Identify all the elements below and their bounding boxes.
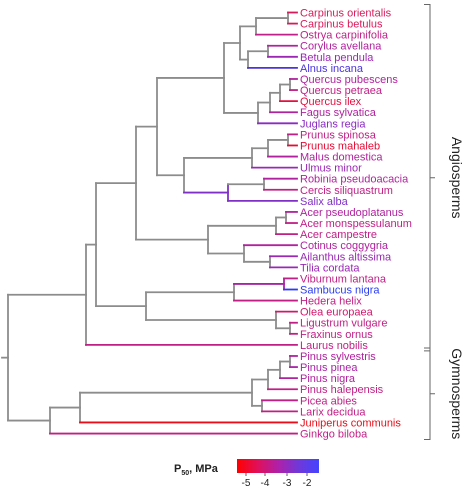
leaf-label: Fraxinus ornus <box>300 329 373 341</box>
clade-label: Gymnosperms <box>449 348 465 439</box>
leaf-label: Quercus petraea <box>300 85 383 97</box>
legend-title: P50, MPa <box>174 463 219 477</box>
leaf-label: Fagus sylvatica <box>300 107 377 119</box>
leaf-label: Carpinus orientalis <box>300 8 392 20</box>
leaf-label: Quercus pubescens <box>300 74 398 86</box>
leaf-label: Alnus incana <box>300 63 364 75</box>
leaf-label: Ulmus minor <box>300 163 362 175</box>
leaf-label: Pinus halepensis <box>300 384 384 396</box>
leaf-label: Betula pendula <box>300 52 374 64</box>
leaf-label: Juglans regia <box>300 118 366 130</box>
leaf-label: Prunus spinosa <box>300 129 377 141</box>
p50-legend: P50, MPa -5 -4 -3 -2 <box>174 459 319 489</box>
leaf-label: Ostrya carpinifolia <box>300 30 389 42</box>
leaf-label: Tilia cordata <box>300 262 360 274</box>
legend-colorbar <box>237 459 319 473</box>
leaf-label: Acer campestre <box>300 229 377 241</box>
leaf-label: Laurus nobilis <box>300 340 368 352</box>
leaf-label: Acer pseudoplatanus <box>300 207 404 219</box>
leaf-label: Malus domestica <box>300 152 383 164</box>
leaf-label: Larix decidua <box>300 406 366 418</box>
leaf-label: Robinia pseudoacacia <box>300 174 409 186</box>
leaf-label: Ginkgo biloba <box>300 429 368 441</box>
leaf-label: Olea europaea <box>300 307 374 319</box>
clade-bracket <box>424 347 435 441</box>
leaf-label: Corylus avellana <box>300 41 382 53</box>
legend-tick-label: -5 <box>242 478 251 489</box>
clade-brackets: Angiosperms Gymnosperms <box>424 4 465 441</box>
clade-bracket <box>424 4 435 352</box>
leaf-label: Salix alba <box>300 196 349 208</box>
leaf-label: Hedera helix <box>300 296 362 308</box>
leaf-label: Cotinus coggygria <box>300 240 389 252</box>
leaf-label: Prunus mahaleb <box>300 140 380 152</box>
clade-label: Angiosperms <box>449 137 465 219</box>
leaf-label: Pinus sylvestris <box>300 351 376 363</box>
leaf-label: Picea abies <box>300 395 357 407</box>
leaf-label: Sambucus nigra <box>300 285 380 297</box>
legend-tick-label: -3 <box>283 478 292 489</box>
leaf-label: Pinus nigra <box>300 373 356 385</box>
legend-tick-label: -4 <box>261 478 270 489</box>
leaf-label: Ligustrum vulgare <box>300 318 387 330</box>
tree-branches <box>1 11 298 435</box>
leaf-label: Pinus pinea <box>300 362 358 374</box>
leaf-label: Cercis siliquastrum <box>300 185 393 197</box>
leaf-label: Viburnum lantana <box>300 273 387 285</box>
leaf-label: Carpinus betulus <box>300 19 383 31</box>
legend-tick-label: -2 <box>303 478 312 489</box>
leaf-label: Quercus ilex <box>300 96 362 108</box>
leaf-label: Ailanthus altissima <box>300 251 392 263</box>
leaf-label: Juniperus communis <box>300 417 401 429</box>
legend-ticks: -5 -4 -3 -2 <box>242 473 312 489</box>
leaf-label: Acer monspessulanum <box>300 218 412 230</box>
